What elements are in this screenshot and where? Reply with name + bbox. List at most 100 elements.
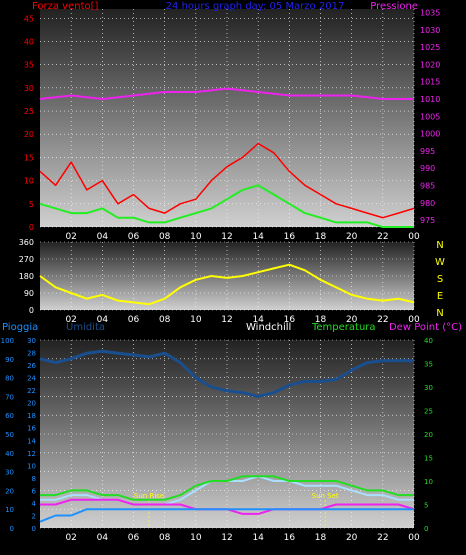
rain-tick-label: 0 (32, 525, 36, 533)
pressure-tick-label: 995 (420, 147, 435, 156)
x-tick-label: 04 (97, 232, 109, 242)
wind-tick-label: 30 (24, 84, 34, 93)
sun-marker-label: Sun Rise (134, 492, 164, 500)
x-tick-label: 14 (252, 315, 264, 325)
pressure-tick-label: 1030 (420, 26, 440, 35)
compass-label: N (436, 308, 443, 319)
direction-series (39, 263, 415, 306)
compass-label: W (435, 257, 445, 268)
x-tick-label: 08 (159, 315, 171, 325)
wind-axis: 0 5 10 15 20 25 30 35 40 45 (24, 14, 34, 232)
temperature-title: Temperatura (311, 322, 376, 333)
pressure-tick-label: 1020 (420, 60, 440, 69)
wind-tick-label: 0 (29, 223, 34, 232)
humidity-tick-label: 50 (5, 431, 14, 439)
rain-tick-label: 24 (27, 375, 36, 383)
graph-title: 24 hours graph day: 05 Marzo 2017 (166, 1, 345, 12)
rain-tick-label: 26 (27, 362, 36, 370)
pressure-title: Pressione (370, 1, 418, 12)
x-tick-label: 18 (315, 315, 327, 325)
wind-x-axis: 02 04 06 08 10 12 14 16 18 20 22 00 (65, 232, 420, 242)
rain-tick-label: 4 (32, 500, 37, 508)
temperature-tick-label: 5 (424, 502, 428, 510)
temperature-tick-label: 10 (424, 478, 433, 486)
x-tick-label: 16 (284, 533, 296, 543)
x-tick-label: 12 (221, 232, 232, 242)
direction-axis: 0 90 180 270 360 (19, 238, 34, 315)
windchill-title: Windchill (246, 322, 291, 333)
direction-tick-label: 360 (19, 238, 34, 247)
x-tick-label: 12 (221, 533, 232, 543)
temperature-tick-label: 0 (424, 525, 428, 533)
x-tick-label: 20 (346, 533, 358, 543)
x-tick-label: 14 (252, 232, 264, 242)
pressure-tick-label: 990 (420, 164, 435, 173)
humidity-tick-label: 40 (5, 450, 14, 458)
pressure-axis: 975 980 985 990 995 1000 1005 1010 1015 1020 1025 1… (420, 8, 440, 225)
pressure-tick-label: 985 (420, 181, 435, 190)
x-tick-label: 16 (284, 232, 296, 242)
x-tick-label: 14 (252, 533, 264, 543)
wind-tick-label: 10 (24, 177, 34, 186)
climate-panel-grid (40, 339, 415, 529)
wind-tick-label: 25 (24, 107, 34, 116)
wind-line (39, 142, 415, 219)
humidity-tick-label: 90 (5, 356, 14, 364)
rain-tick-label: 28 (27, 350, 36, 358)
compass-label: E (437, 291, 443, 302)
rain-tick-label: 30 (27, 337, 36, 345)
rain-tick-label: 12 (27, 450, 36, 458)
direction-line (39, 263, 415, 306)
humidity-title: Umidita (66, 322, 105, 333)
wind-tick-label: 15 (24, 153, 34, 162)
wind-tick-label: 5 (29, 200, 34, 209)
temperature-tick-label: 20 (424, 431, 433, 439)
x-tick-label: 10 (190, 315, 202, 325)
pressure-tick-label: 1010 (420, 95, 440, 104)
rain-tick-label: 6 (32, 487, 37, 495)
humidity-tick-label: 70 (5, 393, 14, 401)
x-tick-label: 18 (315, 232, 327, 242)
rain-tick-label: 22 (27, 387, 36, 395)
climate-series: Sun Rise Sun Set (39, 349, 415, 528)
x-tick-label: 02 (65, 232, 76, 242)
x-tick-label: 08 (159, 533, 171, 543)
humidity-tick-label: 0 (10, 525, 14, 533)
humidity-tick-label: 20 (5, 487, 14, 495)
rain-tick-label: 16 (27, 425, 36, 433)
x-tick-label: 04 (97, 533, 109, 543)
x-tick-label: 22 (377, 533, 388, 543)
temperature-tick-label: 25 (424, 408, 433, 416)
rain-tick-label: 10 (27, 462, 36, 470)
wind-tick-label: 20 (24, 130, 34, 139)
rain-tick-label: 20 (27, 400, 36, 408)
x-tick-label: 22 (377, 232, 388, 242)
direction-tick-label: 180 (19, 272, 34, 281)
humidity-tick-label: 10 (5, 506, 14, 514)
x-tick-label: 12 (221, 315, 232, 325)
humidity-tick-label: 100 (1, 337, 14, 345)
humidity-tick-label: 60 (5, 412, 14, 420)
pressure-tick-label: 1000 (420, 130, 440, 139)
x-tick-label: 06 (128, 232, 140, 242)
x-tick-label: 10 (190, 533, 202, 543)
rain-tick-label: 14 (27, 437, 36, 445)
temperature-tick-label: 35 (424, 361, 433, 369)
x-tick-label: 20 (346, 315, 358, 325)
climate-x-axis: 02 04 06 08 10 12 14 16 18 20 22 00 (65, 533, 420, 543)
temperature-axis: 0 5 10 15 20 25 30 35 40 (424, 337, 433, 533)
wind-tick-label: 40 (24, 37, 34, 46)
rain-tick-label: 2 (32, 512, 36, 520)
pressure-tick-label: 1035 (420, 8, 440, 17)
pressure-line (39, 87, 414, 100)
humidity-tick-label: 30 (5, 469, 14, 477)
direction-x-axis: 02 04 06 08 10 12 14 16 18 20 22 00 (65, 315, 420, 325)
x-tick-label: 04 (97, 315, 109, 325)
pressure-tick-label: 1025 (420, 43, 440, 52)
wind-series (39, 87, 415, 228)
direction-tick-label: 90 (24, 289, 34, 298)
temperature-tick-label: 30 (424, 384, 433, 392)
pressure-tick-label: 1015 (420, 78, 440, 87)
